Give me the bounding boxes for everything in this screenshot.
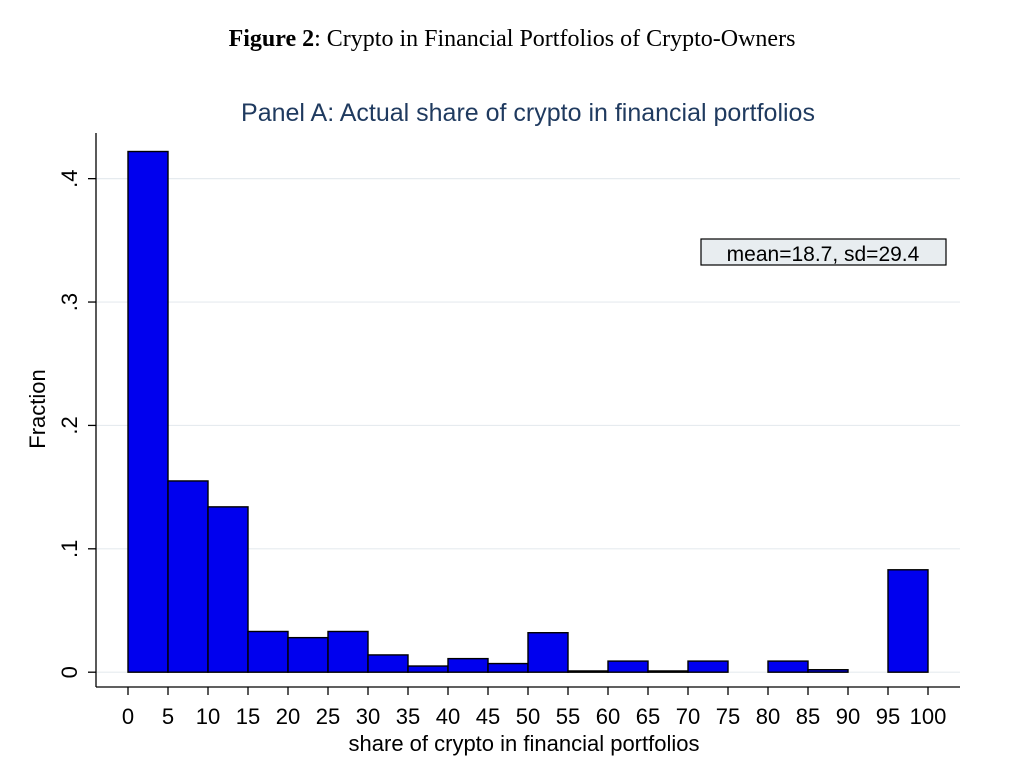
x-tick-label: 35 bbox=[396, 704, 420, 729]
x-tick-label: 40 bbox=[436, 704, 460, 729]
x-tick-label: 60 bbox=[596, 704, 620, 729]
y-tick-label: .1 bbox=[57, 540, 82, 558]
x-tick-label: 50 bbox=[516, 704, 540, 729]
histogram-bar bbox=[647, 670, 689, 673]
histogram-bar bbox=[367, 654, 409, 673]
histogram-bars bbox=[127, 150, 929, 673]
histogram-bar bbox=[447, 657, 489, 673]
y-axis-label: Fraction bbox=[25, 369, 50, 448]
histogram-bar bbox=[767, 660, 809, 673]
histogram-bar bbox=[167, 480, 209, 673]
x-tick-label: 45 bbox=[476, 704, 500, 729]
x-tick-label: 65 bbox=[636, 704, 660, 729]
x-tick-label: 25 bbox=[316, 704, 340, 729]
x-tick-label: 95 bbox=[876, 704, 900, 729]
histogram-bar bbox=[207, 506, 249, 673]
x-tick-label: 15 bbox=[236, 704, 260, 729]
histogram-bar bbox=[487, 662, 529, 673]
histogram-bar bbox=[807, 669, 849, 673]
x-tick-label: 75 bbox=[716, 704, 740, 729]
x-tick-label: 55 bbox=[556, 704, 580, 729]
figure-label: Figure 2 bbox=[228, 26, 315, 52]
x-tick-label: 70 bbox=[676, 704, 700, 729]
histogram-bar bbox=[687, 660, 729, 673]
y-tick-label: 0 bbox=[57, 666, 82, 678]
histogram-bar bbox=[327, 630, 369, 673]
figure-caption: Figure 2: Crypto in Financial Portfolios… bbox=[0, 26, 1024, 53]
histogram-bar bbox=[247, 630, 289, 673]
stats-annotation-box bbox=[700, 238, 947, 266]
x-tick-label: 20 bbox=[276, 704, 300, 729]
x-tick-label: 90 bbox=[836, 704, 860, 729]
y-tick-label: .4 bbox=[57, 169, 82, 187]
x-tick-label: 0 bbox=[122, 704, 134, 729]
x-tick-label: 30 bbox=[356, 704, 380, 729]
histogram-bar bbox=[287, 636, 329, 673]
histogram-bar bbox=[127, 150, 169, 673]
histogram-bar bbox=[567, 670, 609, 673]
panel-title: Panel A: Actual share of crypto in finan… bbox=[241, 99, 815, 127]
y-tick-label: .3 bbox=[57, 293, 82, 311]
x-tick-label: 85 bbox=[796, 704, 820, 729]
x-axis-label: share of crypto in financial portfolios bbox=[349, 731, 700, 756]
x-tick-label: 10 bbox=[196, 704, 220, 729]
histogram-bar bbox=[407, 665, 449, 673]
axes: 0 .1 .2 .3 .4 0 5 10 15 20 25 30 35 40 45 50 55 60 65 70 75 8… bbox=[57, 133, 960, 729]
stats-annotation: mean=18.7, sd=29.4 bbox=[700, 238, 947, 266]
x-tick-label: 80 bbox=[756, 704, 780, 729]
y-tick-label: .2 bbox=[57, 416, 82, 434]
stats-annotation-text: mean=18.7, sd=29.4 bbox=[727, 243, 920, 266]
histogram-bar bbox=[887, 569, 929, 673]
figure-caption-text: : Crypto in Financial Portfolios of Cryp… bbox=[314, 26, 796, 52]
histogram-bar bbox=[527, 632, 569, 673]
histogram-bar bbox=[607, 660, 649, 673]
x-tick-label: 100 bbox=[910, 704, 947, 729]
x-tick-label: 5 bbox=[162, 704, 174, 729]
